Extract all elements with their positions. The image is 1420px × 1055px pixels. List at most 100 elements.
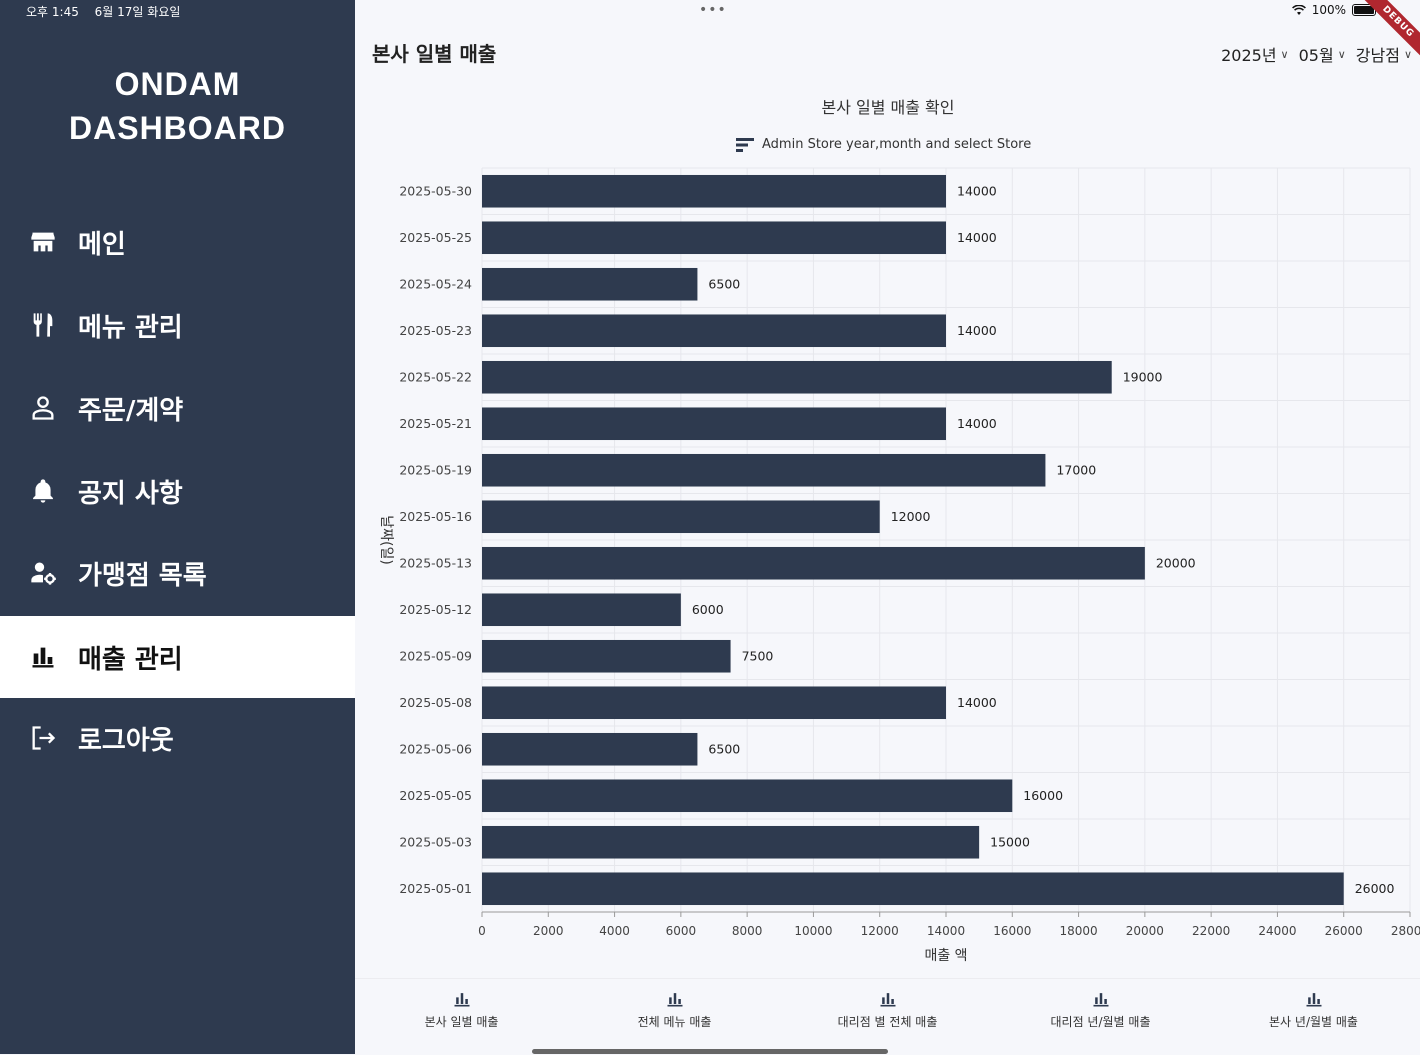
store-dropdown[interactable]: 강남점 ∨ [1356, 42, 1412, 66]
x-axis-title: 매출 액 [924, 948, 967, 964]
sidebar: ONDAM DASHBOARD 메인 메뉴 관리 주문/계약 공지 사항 가맹점… [0, 0, 355, 1054]
sidebar-item-sales[interactable]: 매출 관리 [0, 616, 355, 698]
status-date: 6월 17일 화요일 [94, 5, 181, 19]
sidebar-item-label: 메뉴 관리 [78, 312, 183, 343]
fork-knife-icon [28, 310, 58, 340]
bar-chart-icon [1306, 993, 1321, 1007]
legend-bars-icon [736, 137, 754, 152]
sidebar-item-menu[interactable]: 메뉴 관리 [0, 284, 355, 366]
bell-icon [28, 476, 58, 506]
bar-value-label: 12000 [891, 509, 931, 524]
chart-bar [482, 639, 731, 673]
y-tick-label: 2025-05-21 [399, 416, 472, 431]
status-bar-right: 100% [1291, 3, 1376, 17]
bar-value-label: 6000 [692, 602, 724, 617]
month-dropdown[interactable]: 05월 ∨ [1299, 42, 1346, 66]
multitask-dots-icon[interactable]: ••• [699, 2, 727, 18]
tab-store-yearly-monthly-sales[interactable]: 대리점 년/월별 매출 [994, 979, 1207, 1055]
chart-bar [482, 546, 1145, 580]
chart-bar [482, 825, 980, 859]
tab-all-menu-sales[interactable]: 전체 메뉴 매출 [568, 979, 781, 1055]
chart-bar [482, 174, 946, 208]
y-tick-label: 2025-05-12 [399, 602, 472, 617]
bar-value-label: 26000 [1355, 881, 1395, 896]
sidebar-item-label: 메인 [78, 229, 126, 260]
bar-value-label: 6500 [708, 741, 740, 756]
page-title: 본사 일별 매출 [372, 42, 497, 66]
chart-bar [482, 686, 946, 720]
tab-label: 전체 메뉴 매출 [637, 1015, 712, 1029]
person-icon [28, 393, 58, 423]
sidebar-item-label: 주문/계약 [78, 395, 184, 426]
tab-hq-yearly-monthly-sales[interactable]: 본사 년/월별 매출 [1207, 979, 1420, 1055]
x-tick-label: 28000 [1391, 924, 1420, 938]
y-tick-label: 2025-05-30 [399, 183, 472, 198]
bar-value-label: 20000 [1156, 555, 1196, 570]
sidebar-item-main[interactable]: 메인 [0, 201, 355, 283]
chevron-down-icon: ∨ [1280, 47, 1289, 61]
bar-chart-icon [667, 993, 682, 1007]
bar-value-label: 14000 [957, 230, 997, 245]
x-tick-label: 18000 [1059, 924, 1097, 938]
chart-bar [482, 314, 946, 348]
status-time: 오후 1:45 [26, 5, 79, 19]
y-tick-label: 2025-05-03 [399, 834, 472, 849]
brand-line1: ONDAM [114, 66, 241, 102]
sidebar-item-stores[interactable]: 가맹점 목록 [0, 532, 355, 614]
bar-chart-icon [454, 993, 469, 1007]
bar-value-label: 15000 [990, 834, 1030, 849]
sidebar-item-orders[interactable]: 주문/계약 [0, 367, 355, 449]
bar-chart-icon [28, 642, 58, 672]
chart-bar [482, 221, 946, 255]
filter-bar: 2025년 ∨ 05월 ∨ 강남점 ∨ [1221, 42, 1412, 66]
home-indicator[interactable] [532, 1049, 888, 1054]
bar-value-label: 16000 [1023, 788, 1063, 803]
y-tick-label: 2025-05-01 [399, 881, 472, 896]
bar-value-label: 14000 [957, 416, 997, 431]
x-tick-label: 10000 [794, 924, 832, 938]
y-tick-label: 2025-05-19 [399, 462, 472, 477]
tab-label: 본사 년/월별 매출 [1269, 1015, 1358, 1029]
x-tick-label: 14000 [927, 924, 965, 938]
year-value: 2025년 [1221, 46, 1277, 65]
bar-chart-icon [880, 993, 895, 1007]
bar-chart-icon [1093, 993, 1108, 1007]
y-tick-label: 2025-05-24 [399, 276, 472, 291]
x-tick-label: 16000 [993, 924, 1031, 938]
y-tick-label: 2025-05-22 [399, 369, 472, 384]
y-tick-label: 2025-05-25 [399, 230, 472, 245]
store-icon [28, 227, 58, 257]
x-tick-label: 4000 [599, 924, 630, 938]
legend-label: Admin Store year,month and select Store [762, 137, 1032, 152]
bar-value-label: 6500 [708, 276, 740, 291]
bar-value-label: 7500 [742, 648, 774, 663]
chevron-down-icon: ∨ [1403, 47, 1412, 61]
bar-value-label: 14000 [957, 183, 997, 198]
sidebar-item-label: 가맹점 목록 [78, 560, 207, 591]
x-tick-label: 0 [478, 924, 486, 938]
tab-label: 본사 일별 매출 [424, 1015, 499, 1029]
battery-percent: 100% [1311, 3, 1346, 17]
y-tick-label: 2025-05-09 [399, 648, 472, 663]
tab-hq-daily-sales[interactable]: 본사 일별 매출 [355, 979, 568, 1055]
tab-label: 대리점 별 전체 매출 [837, 1015, 938, 1029]
sidebar-item-logout[interactable]: 로그아웃 [0, 697, 355, 779]
y-tick-label: 2025-05-23 [399, 323, 472, 338]
x-tick-label: 6000 [666, 924, 697, 938]
chart-bar [482, 453, 1046, 487]
y-tick-label: 2025-05-08 [399, 695, 472, 710]
tab-store-total-sales[interactable]: 대리점 별 전체 매출 [781, 979, 994, 1055]
sidebar-item-notices[interactable]: 공지 사항 [0, 450, 355, 532]
chart-bar [482, 407, 946, 441]
store-value: 강남점 [1355, 46, 1400, 65]
bar-value-label: 14000 [957, 323, 997, 338]
chart-bar [482, 500, 880, 534]
person-gear-icon [28, 558, 58, 588]
x-tick-label: 20000 [1126, 924, 1164, 938]
x-tick-label: 2000 [533, 924, 564, 938]
y-tick-label: 2025-05-13 [399, 555, 472, 570]
x-tick-label: 22000 [1192, 924, 1230, 938]
chart-legend[interactable]: Admin Store year,month and select Store [736, 137, 1031, 152]
sales-bar-chart: 0 2000 4000 6000 8000 10000 12000 14000 16000 180… [378, 167, 1420, 964]
year-dropdown[interactable]: 2025년 ∨ [1221, 42, 1289, 66]
